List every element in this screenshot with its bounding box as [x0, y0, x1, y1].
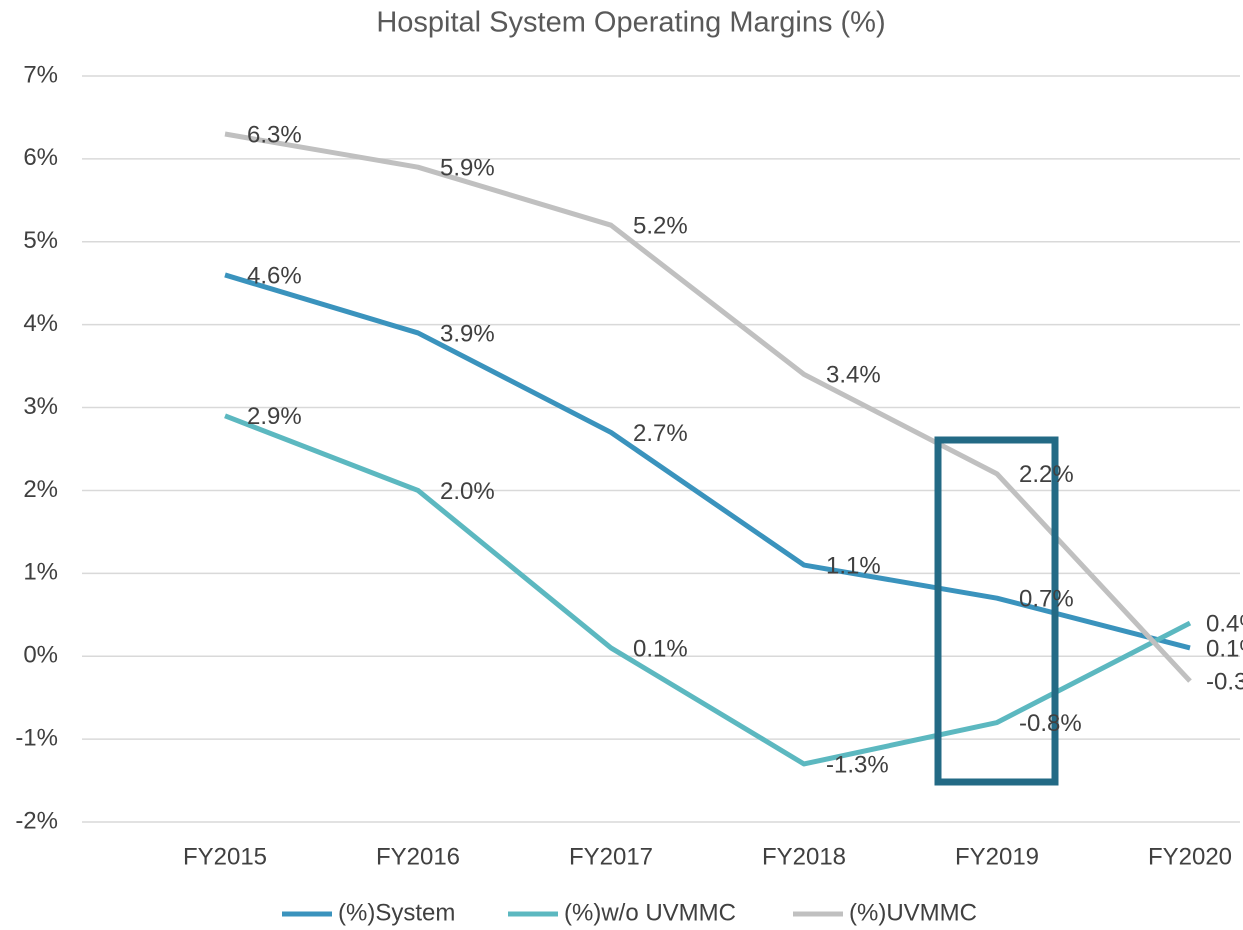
x-tick-label: FY2015: [183, 843, 267, 870]
series-line: [224, 413, 1192, 767]
legend-label: (%)System: [338, 899, 455, 926]
data-label: 5.2%: [633, 213, 688, 240]
y-tick-label: -1%: [15, 724, 58, 751]
data-label: 0.1%: [1206, 635, 1243, 662]
lines: [224, 131, 1192, 767]
data-label: 2.9%: [247, 403, 302, 430]
series-line: [224, 272, 1191, 651]
highlight-box: [934, 436, 1059, 786]
labels: 4.6% 3.9% 2.7% 1.1% 0.7% 0.1% 2.9% 2.0% 0.1% -1.3…: [247, 121, 1243, 778]
data-label: 4.6%: [247, 262, 302, 289]
data-label: -0.8%: [1019, 710, 1082, 737]
x-tick-label: FY2016: [376, 843, 460, 870]
y-tick-label: 2%: [23, 476, 58, 503]
y-tick-label: -2%: [15, 807, 58, 834]
x-tick-label: FY2020: [1148, 843, 1232, 870]
y-tick-label: 3%: [23, 393, 58, 420]
y-tick-label: 6%: [23, 144, 58, 171]
y-tick-label: 1%: [23, 559, 58, 586]
data-label: 0.1%: [633, 635, 688, 662]
data-label: 0.7%: [1019, 586, 1074, 613]
legend-label: (%)w/o UVMMC: [564, 899, 736, 926]
x-tick-label: FY2017: [569, 843, 653, 870]
y-tick-label: 7%: [23, 61, 58, 88]
data-label: 0.4%: [1206, 610, 1243, 637]
data-label: 2.7%: [633, 420, 688, 447]
data-label: 3.9%: [440, 320, 495, 347]
data-label: -1.3%: [826, 751, 889, 778]
x-tick-label: FY2018: [762, 843, 846, 870]
chart-title: Hospital System Operating Margins (%): [376, 7, 885, 39]
data-label: 2.0%: [440, 478, 495, 505]
series-line: [224, 131, 1192, 683]
y-tick-label: 0%: [23, 642, 58, 669]
y-tick-label: 4%: [23, 310, 58, 337]
data-label: 2.2%: [1019, 461, 1074, 488]
data-label: -0.3%: [1206, 668, 1243, 695]
x-tick-label: FY2019: [955, 843, 1039, 870]
data-label: 1.1%: [826, 552, 881, 579]
grid: -2% -1% 0% 1% 2% 3% 4% 5% 6% 7% FY2015 FY2016 FY2017…: [15, 61, 1240, 870]
data-label: 5.9%: [440, 155, 495, 182]
data-label: 3.4%: [826, 362, 881, 389]
y-tick-label: 5%: [23, 227, 58, 254]
data-label: 6.3%: [247, 121, 302, 148]
legend-label: (%)UVMMC: [849, 899, 977, 926]
